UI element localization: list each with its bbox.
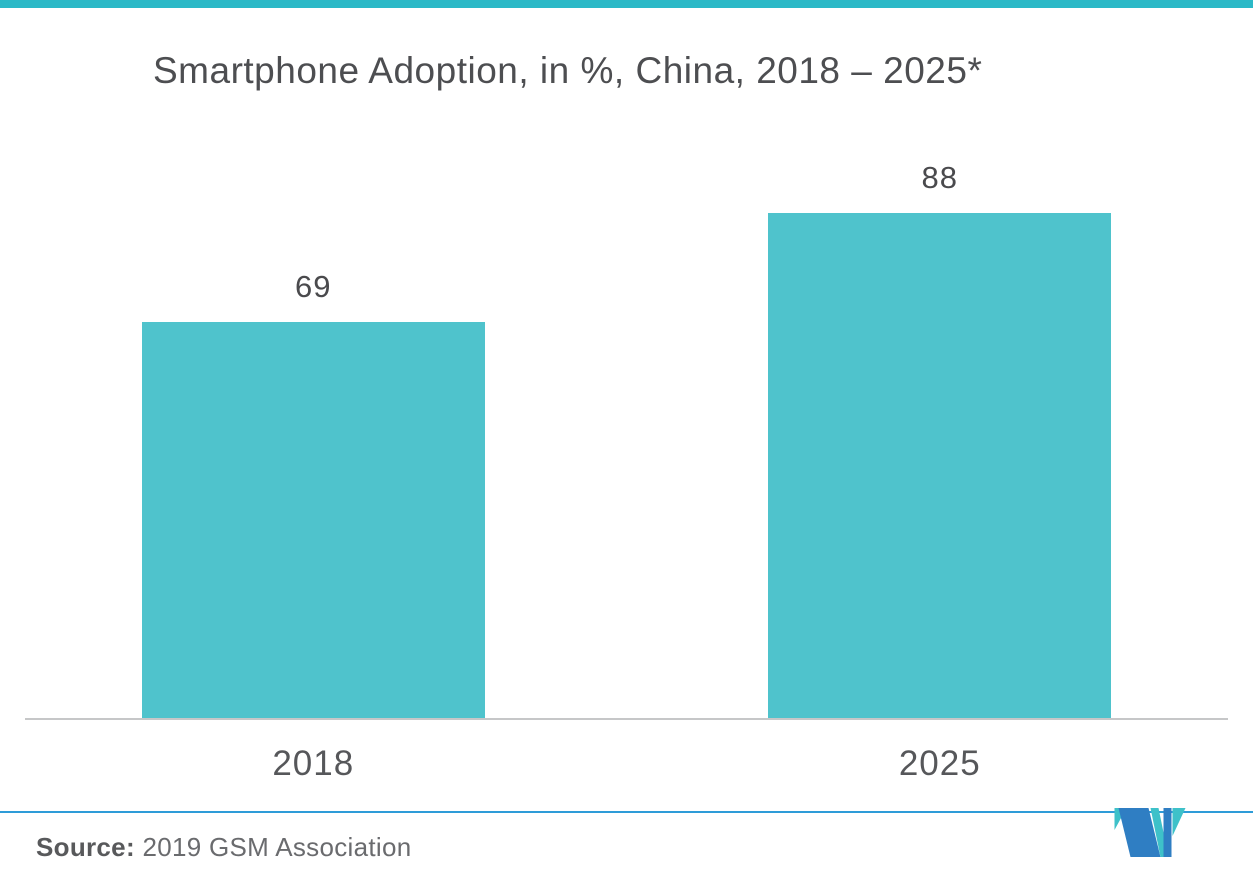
footer-divider-line: [0, 811, 1253, 813]
x-tick-label: 2025: [898, 744, 981, 783]
mordor-intelligence-logo: [1114, 808, 1186, 857]
bar-value-label: 88: [921, 160, 958, 195]
source-text: 2019 GSM Association: [142, 832, 411, 862]
logo-blue-bar: [1163, 808, 1172, 857]
bar-2018: [141, 322, 485, 719]
x-axis-labels: 2018 2025: [0, 744, 1253, 784]
source-label: Source:: [36, 832, 135, 862]
bar-chart: 69 88: [0, 144, 1253, 719]
logo-right-teal-triangle: [1172, 808, 1186, 836]
bar-2025: [768, 213, 1112, 719]
source-text-value: 2019 GSM Association: [142, 832, 412, 862]
bar-group-2018: 69: [0, 144, 627, 719]
top-accent-bar: [0, 0, 1253, 8]
logo-main-blue-diagonal: [1118, 808, 1161, 857]
bar-value-label: 69: [295, 269, 332, 304]
chart-title: Smartphone Adoption, in %, China, 2018 –…: [153, 50, 983, 91]
x-tick-label: 2018: [272, 744, 355, 783]
source-line: Source: 2019 GSM Association: [36, 832, 411, 863]
x-axis-line: [25, 718, 1228, 720]
bar-group-2025: 88: [627, 144, 1253, 719]
